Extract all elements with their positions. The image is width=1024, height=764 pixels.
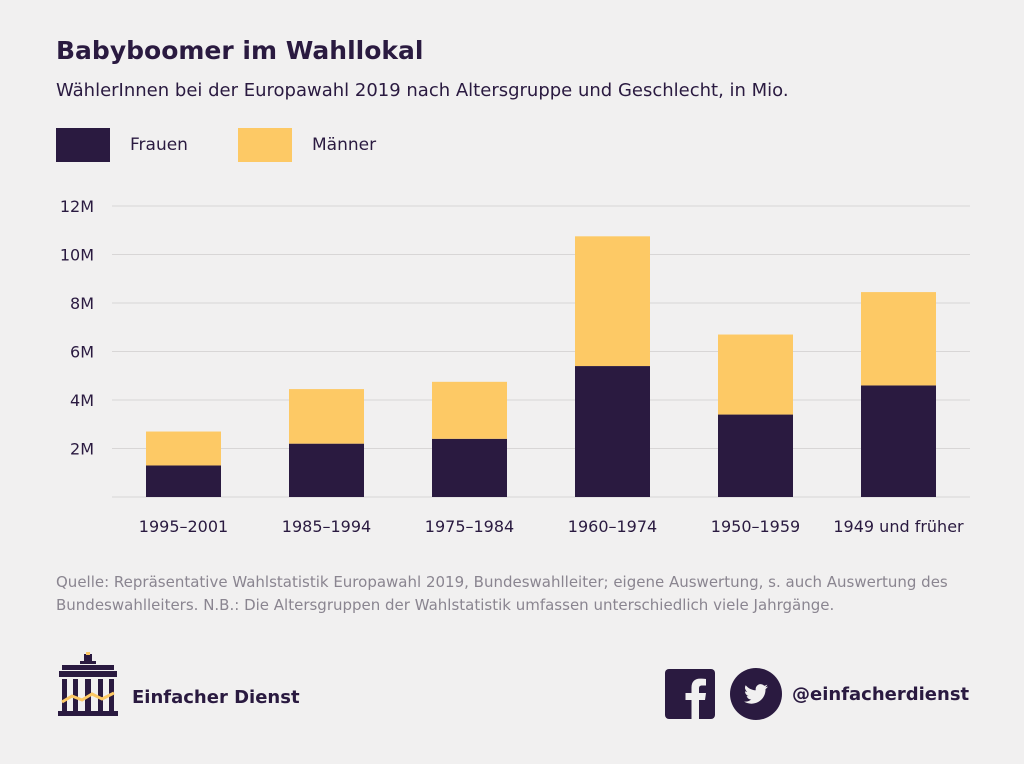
legend-label-women: Frauen xyxy=(130,135,188,155)
chart-subtitle: WählerInnen bei der Europawahl 2019 nach… xyxy=(56,80,789,101)
y-tick-label: 4M xyxy=(70,391,94,410)
x-tick-label: 1950–1959 xyxy=(711,517,800,536)
bar-frauen-4 xyxy=(718,414,793,497)
legend-item-men: Männer xyxy=(238,128,376,162)
bar-frauen-2 xyxy=(432,438,507,497)
bar-frauen-0 xyxy=(146,465,221,497)
chart-title: Babyboomer im Wahllokal xyxy=(56,36,424,65)
y-tick-label: 6M xyxy=(70,343,94,362)
y-tick-label: 2M xyxy=(70,440,94,459)
x-tick-label: 1949 und früher xyxy=(833,517,964,536)
legend-swatch-women xyxy=(56,128,110,162)
x-tick-label: 1985–1994 xyxy=(282,517,371,536)
twitter-icon[interactable] xyxy=(730,668,782,724)
y-tick-label: 12M xyxy=(60,197,94,216)
brandenburg-gate-icon xyxy=(56,652,120,722)
bar-maenner-1 xyxy=(289,389,364,444)
bar-maenner-0 xyxy=(146,431,221,466)
source-note: Quelle: Repräsentative Wahlstatistik Eur… xyxy=(56,573,948,614)
x-tick-label: 1995–2001 xyxy=(139,517,228,536)
bar-maenner-3 xyxy=(575,236,650,367)
legend-swatch-men xyxy=(238,128,292,162)
brand-name: Einfacher Dienst xyxy=(132,687,300,708)
legend-item-women: Frauen xyxy=(56,128,188,162)
facebook-icon[interactable] xyxy=(665,669,715,723)
bar-frauen-3 xyxy=(575,366,650,497)
y-tick-label: 10M xyxy=(60,246,94,265)
bar-frauen-5 xyxy=(861,385,936,497)
stacked-bar-chart: 2M 4M 6M 8M 10M 12M 1995–2001 1985–1994 1975–198… xyxy=(60,197,970,536)
x-tick-label: 1960–1974 xyxy=(568,517,657,536)
bar-maenner-4 xyxy=(718,334,793,415)
bar-frauen-1 xyxy=(289,443,364,497)
legend-label-men: Männer xyxy=(312,135,377,155)
bar-maenner-5 xyxy=(861,292,936,386)
bar-maenner-2 xyxy=(432,381,507,439)
x-tick-label: 1975–1984 xyxy=(425,517,514,536)
social-handle[interactable]: @einfacherdienst xyxy=(792,684,970,705)
y-tick-label: 8M xyxy=(70,294,94,313)
